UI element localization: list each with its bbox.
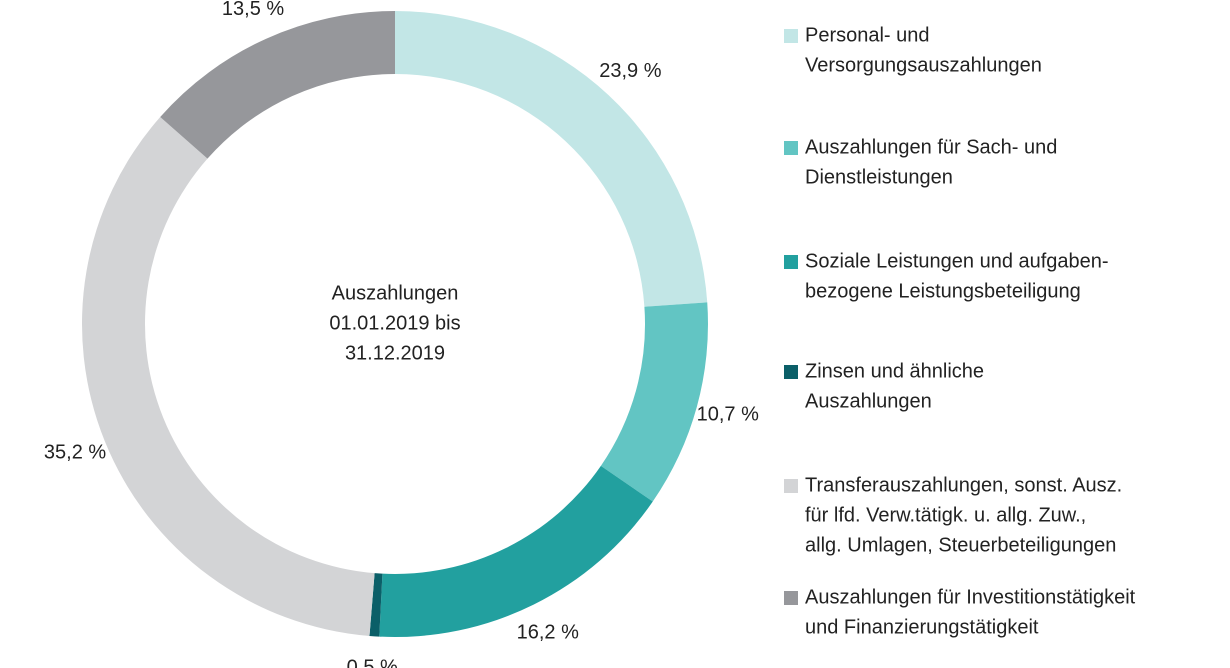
legend-label: Auszahlungen für Sach- und [805, 136, 1057, 158]
legend-label: Auszahlungen [805, 390, 932, 412]
value-label: 13,5 % [222, 0, 284, 20]
slice [395, 11, 708, 307]
center-text: 01.01.2019 bis [329, 312, 460, 334]
legend-label: Versorgungsauszahlungen [805, 54, 1042, 76]
legend-swatch [784, 255, 798, 269]
value-label: 0,5 % [347, 657, 398, 668]
legend-label: Auszahlungen für Investitionstätigkeit [805, 586, 1136, 608]
slice [82, 117, 375, 636]
legend-label: bezogene Leistungsbeteiligung [805, 280, 1081, 302]
legend-swatch [784, 479, 798, 493]
value-label: 10,7 % [697, 403, 759, 425]
slice [379, 465, 653, 637]
slice [600, 302, 708, 502]
value-label: 16,2 % [517, 622, 579, 644]
legend-swatch [784, 29, 798, 43]
legend-label: Soziale Leistungen und aufgaben- [805, 250, 1109, 272]
slice [160, 11, 395, 159]
center-text: 31.12.2019 [345, 342, 445, 364]
legend-swatch [784, 365, 798, 379]
value-label: 35,2 % [44, 441, 106, 463]
legend-label: Personal- und [805, 24, 930, 46]
legend-swatch [784, 141, 798, 155]
legend-label: allg. Umlagen, Steuerbeteiligungen [805, 534, 1116, 556]
legend-label: Zinsen und ähnliche [805, 360, 984, 382]
value-label: 23,9 % [599, 60, 661, 82]
legend-swatch [784, 591, 798, 605]
slice [369, 573, 383, 637]
center-text: Auszahlungen [332, 282, 459, 304]
legend-label: Transferauszahlungen, sonst. Ausz. [805, 474, 1122, 496]
legend-label: für lfd. Verw.tätigk. u. allg. Zuw., [805, 504, 1086, 526]
legend-label: und Finanzierungstätigkeit [805, 616, 1039, 638]
legend-label: Dienstleistungen [805, 166, 953, 188]
